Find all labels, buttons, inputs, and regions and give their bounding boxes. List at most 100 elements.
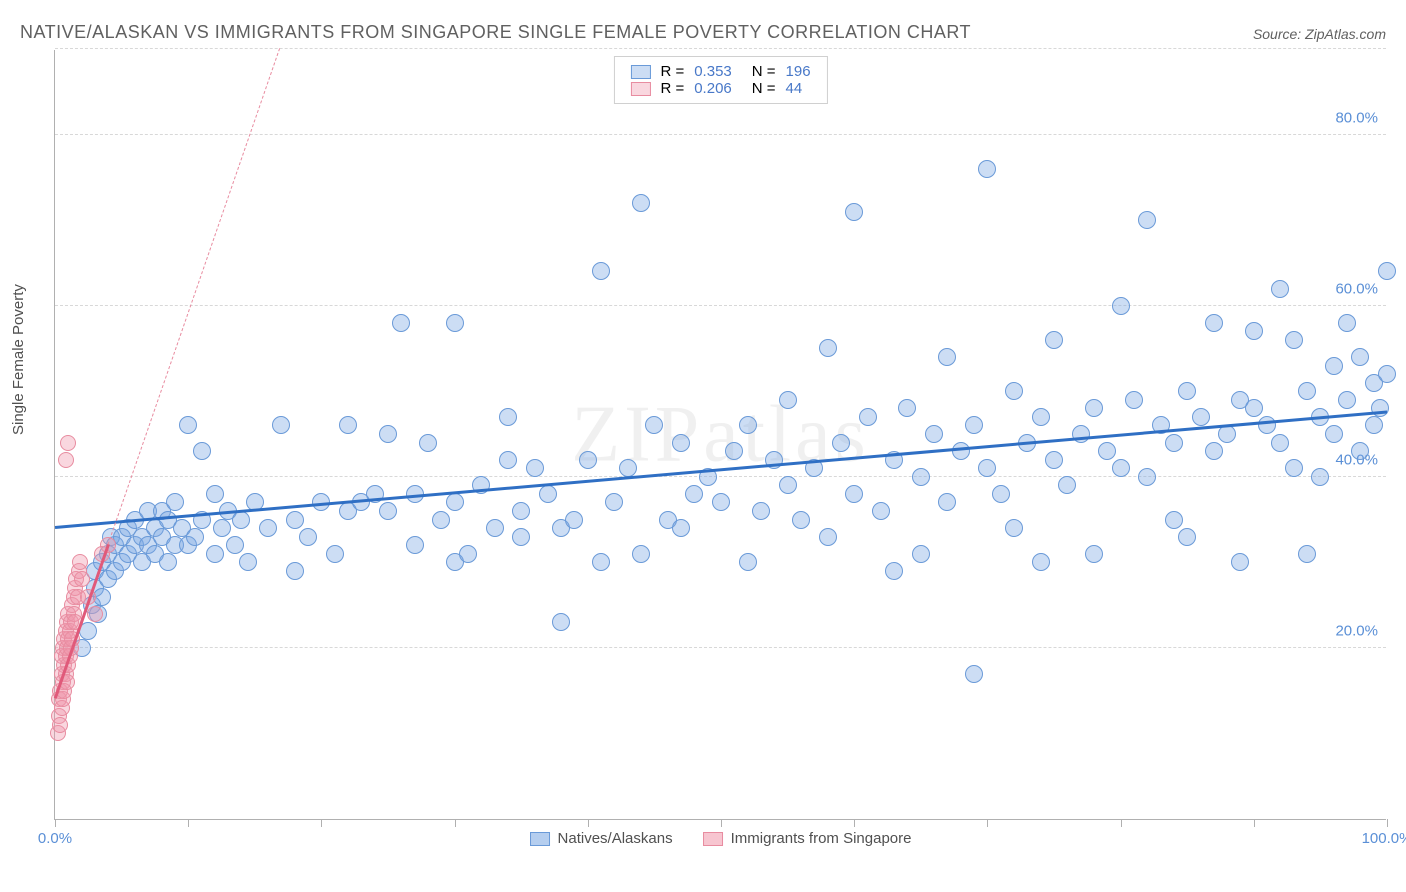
data-point bbox=[1165, 511, 1183, 529]
data-point bbox=[712, 493, 730, 511]
data-point bbox=[499, 451, 517, 469]
grid-line bbox=[55, 48, 1386, 49]
data-point bbox=[1112, 459, 1130, 477]
data-point bbox=[1178, 382, 1196, 400]
data-point bbox=[859, 408, 877, 426]
data-point bbox=[1192, 408, 1210, 426]
data-point bbox=[1245, 399, 1263, 417]
legend-r-value: 0.206 bbox=[694, 80, 732, 97]
data-point bbox=[739, 553, 757, 571]
grid-line bbox=[55, 134, 1386, 135]
data-point bbox=[1165, 434, 1183, 452]
legend-swatch bbox=[630, 65, 650, 79]
data-point bbox=[792, 511, 810, 529]
x-tick bbox=[588, 819, 589, 827]
legend-r-label: R = bbox=[660, 80, 684, 97]
legend-item: Natives/Alaskans bbox=[530, 830, 673, 847]
data-point bbox=[978, 459, 996, 477]
data-point bbox=[186, 528, 204, 546]
data-point bbox=[779, 476, 797, 494]
legend-label: Natives/Alaskans bbox=[558, 830, 673, 847]
source-label: Source: bbox=[1253, 26, 1301, 42]
data-point bbox=[1325, 425, 1343, 443]
data-point bbox=[299, 528, 317, 546]
data-point bbox=[1125, 391, 1143, 409]
data-point bbox=[1271, 434, 1289, 452]
data-point bbox=[1032, 553, 1050, 571]
data-point bbox=[486, 519, 504, 537]
data-point bbox=[1072, 425, 1090, 443]
data-point bbox=[459, 545, 477, 563]
source-name: ZipAtlas.com bbox=[1305, 26, 1386, 42]
data-point bbox=[1085, 545, 1103, 563]
data-point bbox=[752, 502, 770, 520]
data-point bbox=[925, 425, 943, 443]
data-point bbox=[87, 606, 103, 622]
data-point bbox=[1085, 399, 1103, 417]
data-point bbox=[592, 262, 610, 280]
data-point bbox=[819, 528, 837, 546]
data-point bbox=[326, 545, 344, 563]
data-point bbox=[239, 553, 257, 571]
data-point bbox=[213, 519, 231, 537]
data-point bbox=[406, 536, 424, 554]
legend-n-label: N = bbox=[752, 80, 776, 97]
x-tick bbox=[721, 819, 722, 827]
data-point bbox=[1311, 468, 1329, 486]
data-point bbox=[1205, 314, 1223, 332]
data-point bbox=[232, 511, 250, 529]
scatter-plot-area: ZIPatlas R =0.353N =196R =0.206N =44 Nat… bbox=[54, 50, 1386, 820]
data-point bbox=[1112, 297, 1130, 315]
x-tick bbox=[321, 819, 322, 827]
data-point bbox=[1005, 382, 1023, 400]
data-point bbox=[166, 493, 184, 511]
data-point bbox=[159, 553, 177, 571]
data-point bbox=[885, 562, 903, 580]
x-tick bbox=[854, 819, 855, 827]
data-point bbox=[898, 399, 916, 417]
data-point bbox=[779, 391, 797, 409]
grid-line bbox=[55, 476, 1386, 477]
x-tick bbox=[1121, 819, 1122, 827]
data-point bbox=[592, 553, 610, 571]
data-point bbox=[58, 452, 74, 468]
data-point bbox=[845, 485, 863, 503]
data-point bbox=[912, 545, 930, 563]
legend-swatch bbox=[530, 832, 550, 846]
data-point bbox=[1285, 331, 1303, 349]
data-point bbox=[1378, 262, 1396, 280]
data-point bbox=[872, 502, 890, 520]
data-point bbox=[432, 511, 450, 529]
data-point bbox=[1271, 280, 1289, 298]
data-point bbox=[419, 434, 437, 452]
data-point bbox=[1045, 331, 1063, 349]
data-point bbox=[938, 493, 956, 511]
data-point bbox=[1298, 545, 1316, 563]
data-point bbox=[526, 459, 544, 477]
data-point bbox=[1338, 391, 1356, 409]
legend-n-value: 196 bbox=[786, 63, 811, 80]
data-point bbox=[605, 493, 623, 511]
data-point bbox=[1325, 357, 1343, 375]
data-point bbox=[992, 485, 1010, 503]
data-point bbox=[379, 425, 397, 443]
legend-r-value: 0.353 bbox=[694, 63, 732, 80]
chart-title: NATIVE/ALASKAN VS IMMIGRANTS FROM SINGAP… bbox=[20, 22, 971, 43]
data-point bbox=[672, 434, 690, 452]
data-point bbox=[552, 613, 570, 631]
legend-row: R =0.353N =196 bbox=[630, 63, 810, 80]
data-point bbox=[912, 468, 930, 486]
data-point bbox=[446, 493, 464, 511]
data-point bbox=[1032, 408, 1050, 426]
data-point bbox=[645, 416, 663, 434]
data-point bbox=[1178, 528, 1196, 546]
data-point bbox=[206, 485, 224, 503]
legend-r-label: R = bbox=[660, 63, 684, 80]
source-attribution: Source: ZipAtlas.com bbox=[1253, 26, 1386, 42]
data-point bbox=[72, 554, 88, 570]
data-point bbox=[1058, 476, 1076, 494]
x-tick bbox=[455, 819, 456, 827]
data-point bbox=[539, 485, 557, 503]
data-point bbox=[845, 203, 863, 221]
data-point bbox=[1351, 442, 1369, 460]
